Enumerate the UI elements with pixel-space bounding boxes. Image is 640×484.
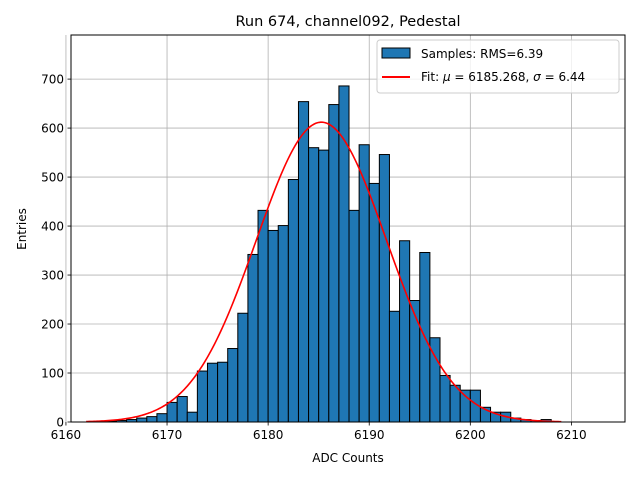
histogram-bar [338, 85, 350, 423]
x-tick-label: 6210 [556, 428, 587, 442]
histogram-bar [318, 149, 330, 423]
y-tick-label: 600 [41, 122, 64, 136]
plot-frame [70, 34, 626, 423]
y-axis-ticks: 0 100 200 300 400 500 600 700 [41, 73, 71, 430]
histogram-bar [206, 362, 219, 423]
y-tick-label: 500 [41, 171, 64, 185]
y-tick-label: 200 [41, 318, 64, 332]
histogram-bar [358, 144, 370, 423]
y-tick-label: 0 [56, 416, 64, 430]
histogram-bar [287, 179, 299, 423]
x-tick-label: 6190 [354, 428, 385, 442]
histogram-bar [277, 225, 289, 423]
histogram-bar [166, 401, 178, 423]
histogram-bar [156, 413, 168, 423]
chart-title: Run 674, channel092, Pedestal [235, 14, 460, 30]
histogram-bar [368, 182, 380, 423]
histogram-bar [237, 312, 249, 423]
histogram-bar [378, 154, 390, 423]
histogram-bar [449, 384, 461, 423]
legend-histogram-label: Samples: RMS=6.39 [421, 47, 543, 61]
histogram-bar [308, 147, 320, 423]
histogram-bar [297, 101, 310, 423]
histogram-bar [439, 374, 451, 423]
x-tick-label: 6200 [455, 428, 486, 442]
x-tick-label: 6170 [152, 428, 183, 442]
y-tick-label: 700 [41, 73, 64, 87]
y-tick-label: 400 [41, 220, 64, 234]
y-axis-label: Entries [15, 208, 29, 250]
histogram-bar [328, 104, 340, 423]
x-tick-label: 6160 [51, 428, 82, 442]
histogram-bar [146, 416, 158, 423]
histogram-bar [388, 310, 401, 423]
fit-curve [86, 121, 562, 423]
histogram-bar [267, 229, 279, 423]
histogram-bar [196, 370, 208, 423]
fit-curve-group [86, 121, 562, 423]
histogram-bar [348, 209, 360, 423]
legend-fit-label: Fit: μ = 6185.268, σ = 6.44 [421, 70, 585, 84]
legend-fit-sigma-symbol: σ [533, 70, 541, 84]
histogram-bar [399, 240, 411, 423]
histogram-bar [136, 417, 148, 423]
x-tick-label: 6180 [253, 428, 284, 442]
legend-fit-mu-symbol: μ [442, 70, 451, 84]
histogram-bar [227, 348, 239, 423]
y-tick-label: 100 [41, 367, 64, 381]
histogram-bar [217, 361, 229, 423]
legend-fit-sigma-value: = 6.44 [541, 70, 585, 84]
x-axis-label: ADC Counts [312, 451, 384, 465]
histogram-bar [409, 300, 421, 423]
histogram-bar [176, 396, 188, 423]
legend-box [376, 39, 620, 94]
legend-fit-mu-value: = 6185.268, [451, 70, 534, 84]
legend-fit-prefix: Fit: [421, 70, 443, 84]
legend: Samples: RMS=6.39 Fit: μ = 6185.268, σ =… [376, 39, 620, 94]
y-tick-label: 300 [41, 269, 64, 283]
histogram-bar [247, 253, 259, 423]
histogram-bar [186, 411, 198, 423]
histogram-bar [257, 209, 269, 423]
x-axis-ticks: 6160 6170 6180 6190 6200 6210 [51, 422, 587, 442]
legend-histogram-swatch [381, 47, 411, 59]
